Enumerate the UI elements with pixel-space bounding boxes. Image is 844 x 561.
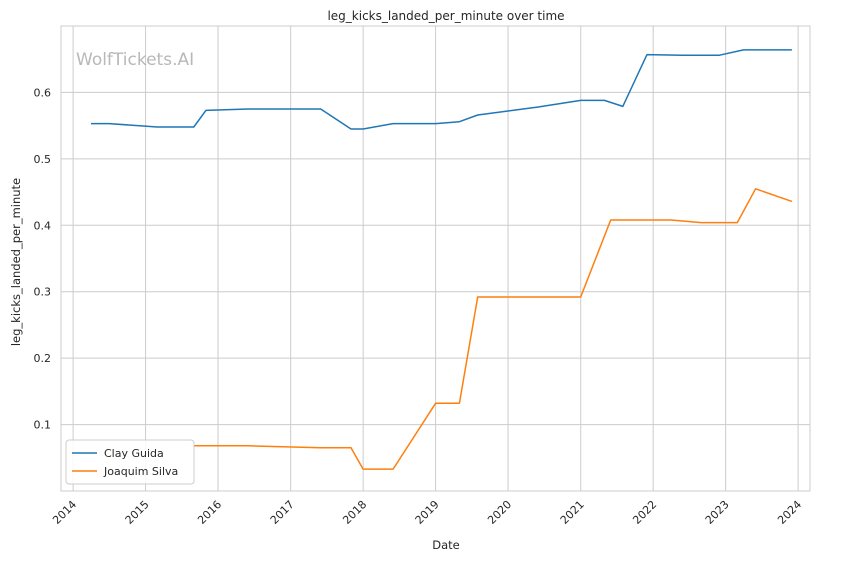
y-tick-label: 0.4: [34, 219, 52, 232]
x-tick-label: 2015: [123, 498, 152, 527]
legend: Clay Guida Joaquim Silva: [65, 439, 195, 485]
series-line-1: [193, 188, 793, 470]
x-tick-label: 2024: [775, 498, 804, 527]
series-line-0: [91, 49, 792, 130]
x-axis-label: Date: [432, 538, 460, 552]
y-tick-label: 0.5: [34, 153, 52, 166]
legend-label-1: Joaquim Silva: [103, 465, 178, 478]
y-axis-label: leg_kicks_landed_per_minute: [9, 178, 23, 346]
watermark: WolfTickets.AI: [76, 50, 194, 70]
chart-title: leg_kicks_landed_per_minute over time: [327, 9, 564, 23]
x-tick-label: 2023: [703, 498, 732, 527]
y-axis-ticks: 0.1 0.2 0.3 0.4 0.5 0.6: [34, 86, 52, 431]
series-lines: [91, 49, 793, 470]
x-tick-label: 2014: [50, 498, 79, 527]
y-tick-label: 0.2: [34, 352, 52, 365]
grid: [61, 26, 810, 491]
legend-box: [65, 439, 195, 485]
legend-label-0: Clay Guida: [104, 447, 164, 460]
x-tick-label: 2020: [485, 498, 514, 527]
y-tick-label: 0.3: [34, 286, 52, 299]
x-tick-label: 2019: [413, 498, 442, 527]
y-tick-label: 0.6: [34, 86, 52, 99]
x-tick-label: 2016: [195, 498, 224, 527]
x-tick-label: 2018: [340, 498, 369, 527]
x-tick-label: 2022: [630, 498, 659, 527]
x-axis-ticks: 2014 2015 2016 2017 2018 2019 2020 2021 2022 2023…: [50, 498, 804, 527]
y-tick-label: 0.1: [34, 419, 52, 432]
x-tick-label: 2017: [268, 498, 297, 527]
x-tick-label: 2021: [558, 498, 587, 527]
